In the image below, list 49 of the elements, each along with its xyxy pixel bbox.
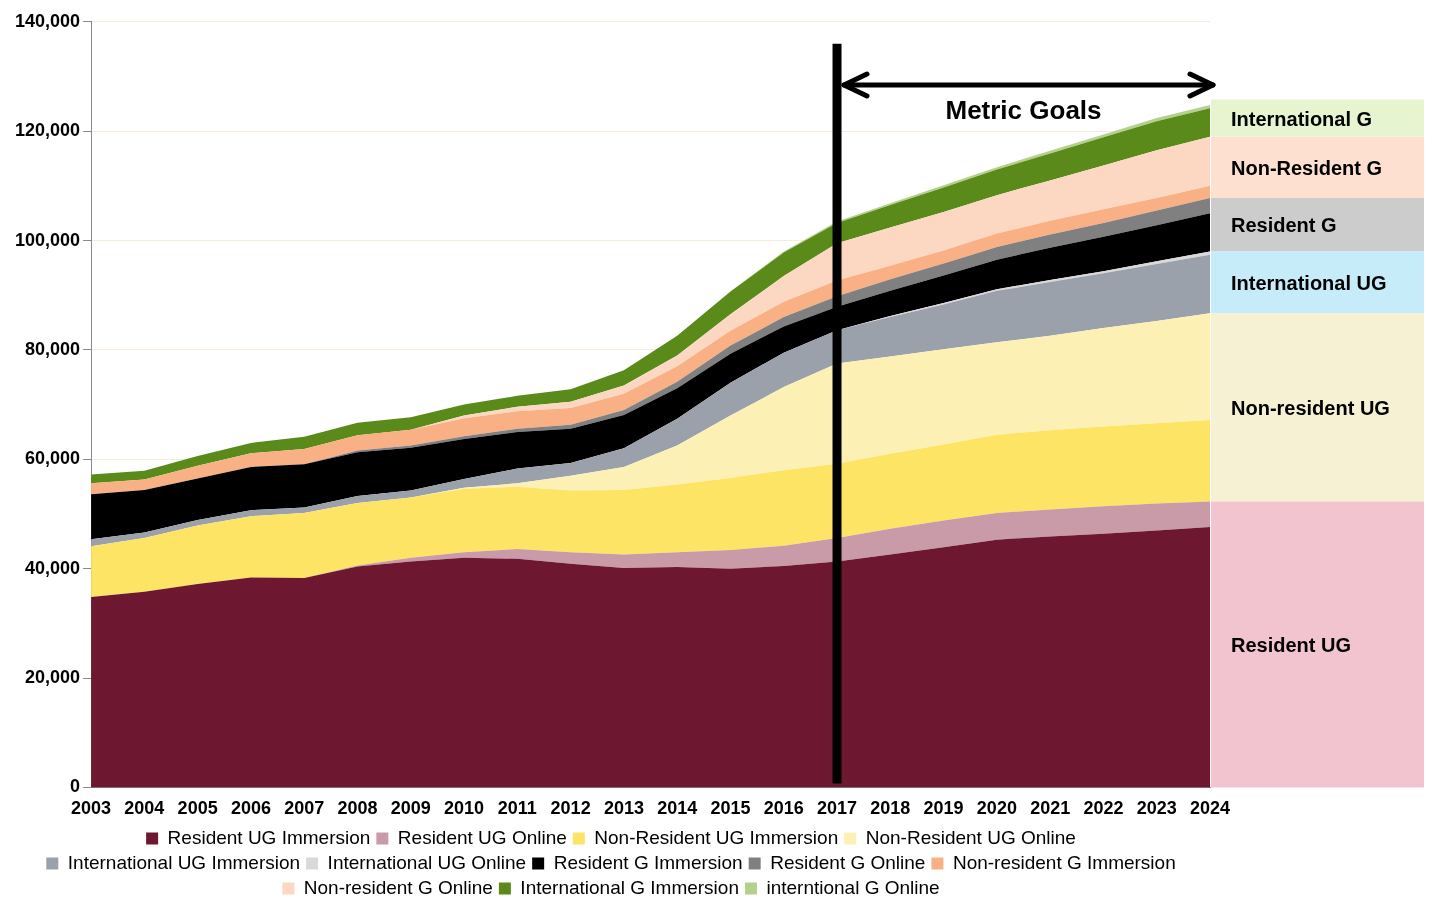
- legend-label: Non-Resident UG Immersion: [594, 826, 839, 848]
- legend-label: Non-resident G Online: [303, 876, 493, 898]
- x-tick-label: 2022: [1083, 798, 1124, 819]
- y-tick-label: 40,000: [25, 557, 81, 578]
- text: Non-Resident G: [1231, 156, 1383, 179]
- x-tick-label: 2011: [497, 798, 537, 819]
- x-tick-label: 2008: [337, 798, 378, 819]
- x-tick-label: 2012: [550, 798, 591, 819]
- y-tick-label: 140,000: [14, 10, 81, 31]
- x-tick-label: 2024: [1189, 798, 1231, 819]
- x-tick-label: 2019: [923, 798, 964, 819]
- x-tick-label: 2015: [710, 798, 751, 819]
- x-tick-label: 2013: [603, 798, 644, 819]
- text: International UG: [1231, 271, 1387, 294]
- x-tick-label: 2010: [444, 798, 485, 819]
- x-tick-label: 2005: [177, 798, 218, 819]
- legend-label: International UG Online: [327, 851, 527, 873]
- x-tick-label: 2017: [817, 798, 858, 819]
- annotation: Metric Goals: [945, 94, 1102, 125]
- x-tick-label: 2021: [1030, 798, 1071, 819]
- text: Resident G: [1231, 214, 1337, 237]
- text: Resident UG: [1231, 633, 1352, 656]
- legend-label: Non-Resident UG Online: [865, 826, 1076, 848]
- x-tick-label: 2018: [870, 798, 911, 819]
- legend-label: interntional G Online: [766, 876, 940, 898]
- x-tick-label: 2020: [976, 798, 1017, 819]
- x-tick-label: 2006: [230, 798, 271, 819]
- legend-label: Resident G Immersion: [553, 851, 743, 873]
- x-tick-label: 2023: [1136, 798, 1177, 819]
- legend-label: Resident G Online: [770, 851, 926, 873]
- legend-label: Resident UG Online: [397, 826, 567, 848]
- y-tick-label: 20,000: [25, 667, 81, 687]
- legend-label: Resident UG Immersion: [167, 826, 371, 848]
- legend-label: Non-resident G Immersion: [952, 851, 1176, 873]
- legend-label: International G Immersion: [520, 876, 739, 898]
- x-tick-label: 2014: [657, 798, 698, 819]
- legend-label: International UG Immersion: [67, 851, 301, 873]
- x-tick-label: 2004: [124, 798, 165, 819]
- text: International G: [1231, 107, 1373, 130]
- y-tick-label: 0: [70, 776, 81, 797]
- y-tick-label: 100,000: [14, 229, 81, 250]
- x-tick-label: 2009: [390, 798, 431, 819]
- x-tick-label: 2003: [71, 798, 112, 819]
- y-tick-label: 120,000: [14, 120, 81, 141]
- y-tick-label: 60,000: [25, 448, 81, 469]
- x-tick-label: 2007: [284, 798, 325, 819]
- y-tick-label: 80,000: [25, 338, 81, 359]
- x-tick-label: 2016: [763, 798, 804, 819]
- text: Non-resident UG: [1231, 396, 1390, 419]
